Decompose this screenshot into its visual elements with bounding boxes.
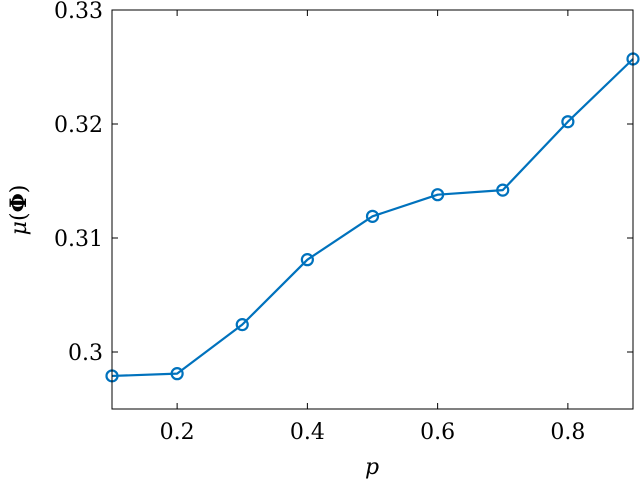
data-point	[170, 367, 184, 381]
y-axis-label-open-paren: (	[7, 212, 32, 221]
data-point	[365, 209, 380, 223]
y-axis-label: μ(Φ)	[6, 185, 32, 236]
x-tick-label: 0.6	[420, 420, 455, 445]
x-tick-label: 0.8	[550, 420, 585, 445]
data-point	[235, 318, 249, 332]
data-point	[561, 115, 575, 129]
y-tick-label: 0.3	[68, 341, 103, 366]
y-axis-label-close-paren: )	[7, 185, 32, 194]
x-axis-label: p	[365, 455, 379, 480]
series-line	[111, 58, 634, 378]
x-tick-label: 0.2	[160, 420, 195, 445]
series-layer	[105, 52, 640, 383]
axis-ticks	[112, 9, 633, 409]
y-axis-label-phi: Φ	[6, 193, 32, 212]
data-point	[300, 253, 314, 267]
y-tick-label: 0.32	[54, 113, 103, 138]
plot-area-frame	[111, 9, 634, 410]
y-axis-label-mu: μ	[7, 221, 32, 235]
x-tick-label: 0.4	[290, 420, 325, 445]
y-tick-label: 0.33	[54, 0, 103, 24]
data-point	[431, 188, 445, 202]
data-point	[496, 183, 510, 197]
y-tick-label: 0.31	[54, 227, 103, 252]
tick-labels: 0.2 0.4 0.6 0.8 0.3 0.31 0.32 0.33	[54, 0, 585, 445]
